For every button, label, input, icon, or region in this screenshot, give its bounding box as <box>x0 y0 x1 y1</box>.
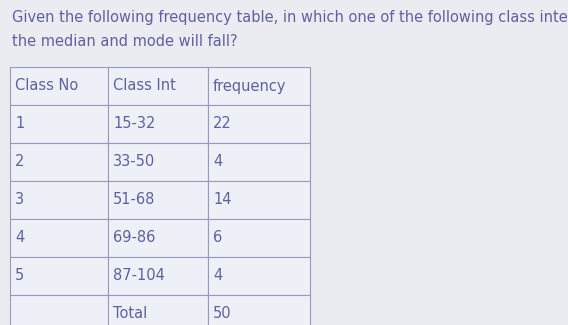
Bar <box>208 181 310 219</box>
Text: 2: 2 <box>15 154 24 170</box>
Bar <box>208 67 310 105</box>
Text: 5: 5 <box>15 268 24 283</box>
Bar <box>108 67 208 105</box>
Bar <box>10 295 108 325</box>
Text: 22: 22 <box>213 116 232 132</box>
Text: 14: 14 <box>213 192 232 207</box>
Bar <box>10 219 108 257</box>
Text: Class No: Class No <box>15 79 78 94</box>
Text: Given the following frequency table, in which one of the following class interva: Given the following frequency table, in … <box>12 10 568 25</box>
Text: 87-104: 87-104 <box>113 268 165 283</box>
Text: 33-50: 33-50 <box>113 154 155 170</box>
Bar <box>10 143 108 181</box>
Text: frequency: frequency <box>213 79 286 94</box>
Bar <box>10 105 108 143</box>
Bar <box>108 181 208 219</box>
Bar <box>108 105 208 143</box>
Bar <box>208 143 310 181</box>
Text: Total: Total <box>113 306 147 321</box>
Text: 4: 4 <box>213 154 222 170</box>
Text: 6: 6 <box>213 230 222 245</box>
Bar <box>208 105 310 143</box>
Bar <box>208 257 310 295</box>
Bar <box>10 67 108 105</box>
Text: Class Int: Class Int <box>113 79 176 94</box>
Bar <box>108 219 208 257</box>
Text: 1: 1 <box>15 116 24 132</box>
Bar <box>108 295 208 325</box>
Text: the median and mode will fall?: the median and mode will fall? <box>12 34 237 49</box>
Bar <box>108 257 208 295</box>
Bar <box>208 219 310 257</box>
Text: 3: 3 <box>15 192 24 207</box>
Text: 15-32: 15-32 <box>113 116 156 132</box>
Text: 50: 50 <box>213 306 232 321</box>
Bar <box>108 143 208 181</box>
Text: 51-68: 51-68 <box>113 192 156 207</box>
Text: 4: 4 <box>213 268 222 283</box>
Text: 69-86: 69-86 <box>113 230 156 245</box>
Bar <box>10 257 108 295</box>
Bar <box>208 295 310 325</box>
Bar <box>10 181 108 219</box>
Text: 4: 4 <box>15 230 24 245</box>
